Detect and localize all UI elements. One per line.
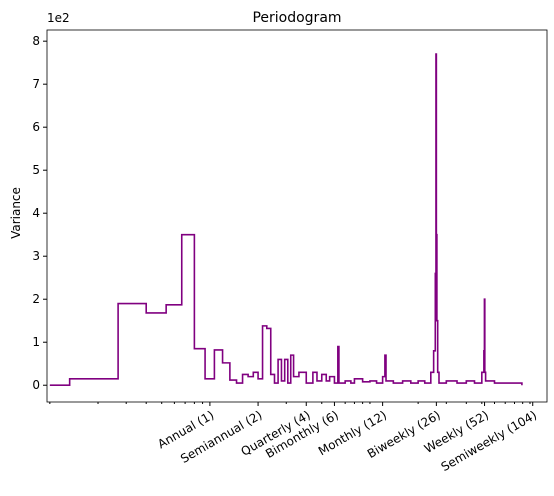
y-tick-label: 2 <box>32 292 40 306</box>
periodogram-line <box>49 53 523 387</box>
y-offset-label: 1e2 <box>47 11 70 25</box>
y-tick-label: 0 <box>32 378 40 392</box>
y-tick-label: 7 <box>32 77 40 91</box>
y-tick-label: 1 <box>32 335 40 349</box>
y-tick-label: 3 <box>32 249 40 263</box>
y-tick-label: 8 <box>32 34 40 48</box>
y-tick-label: 5 <box>32 163 40 177</box>
y-tick-label: 6 <box>32 120 40 134</box>
chart-title: Periodogram <box>252 10 341 26</box>
y-tick-label: 4 <box>32 206 40 220</box>
plot-frame <box>46 29 548 403</box>
y-axis-label: Variance <box>9 187 23 239</box>
